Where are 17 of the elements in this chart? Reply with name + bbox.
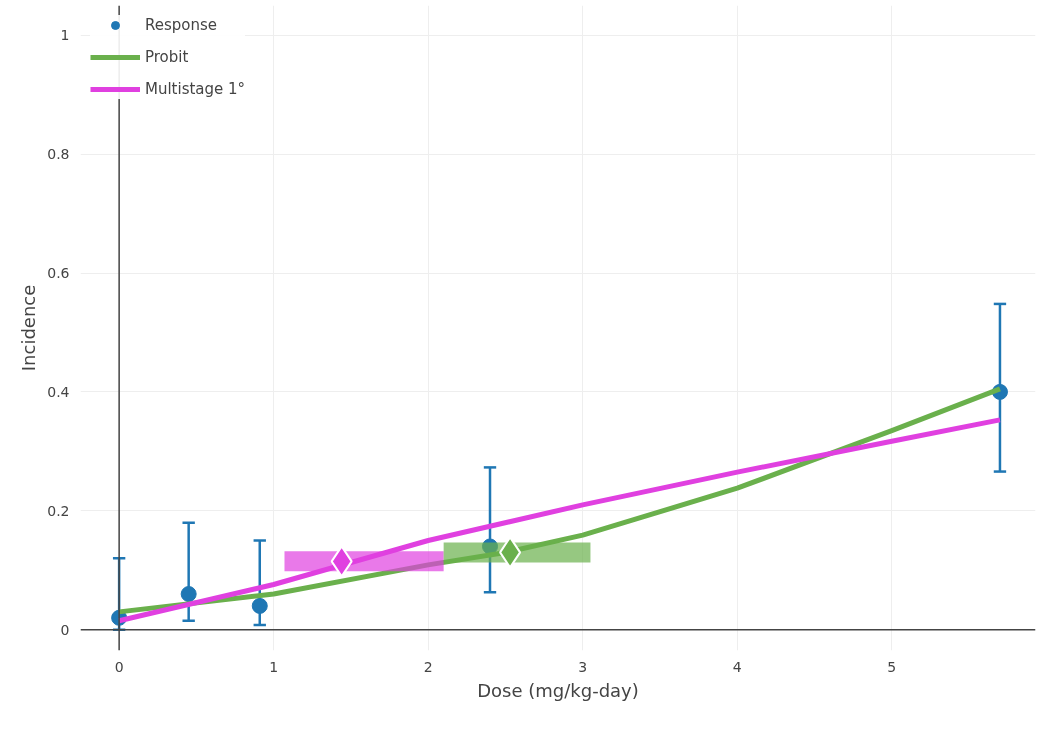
x-tick-label: 3 <box>578 658 588 675</box>
x-tick-label: 4 <box>732 658 742 675</box>
y-tick-label: 0.2 <box>47 502 70 519</box>
x-tick-label: 5 <box>887 658 897 675</box>
legend-label: Probit <box>145 48 189 66</box>
y-tick-label: 0.8 <box>47 146 70 163</box>
y-tick-label: 0.4 <box>47 383 70 400</box>
x-tick-label: 2 <box>423 658 433 675</box>
legend-label: Response <box>145 16 218 34</box>
y-tick-label: 0 <box>60 621 70 638</box>
y-tick-label: 0.6 <box>47 265 70 282</box>
x-axis-title: Dose (mg/kg-day) <box>477 679 639 701</box>
x-tick-label: 1 <box>269 658 279 675</box>
y-tick-label: 1 <box>60 27 70 44</box>
y-axis-title: Incidence <box>18 284 40 372</box>
x-tick-label: 0 <box>114 658 124 675</box>
legend-label: Multistage 1° <box>145 80 246 98</box>
